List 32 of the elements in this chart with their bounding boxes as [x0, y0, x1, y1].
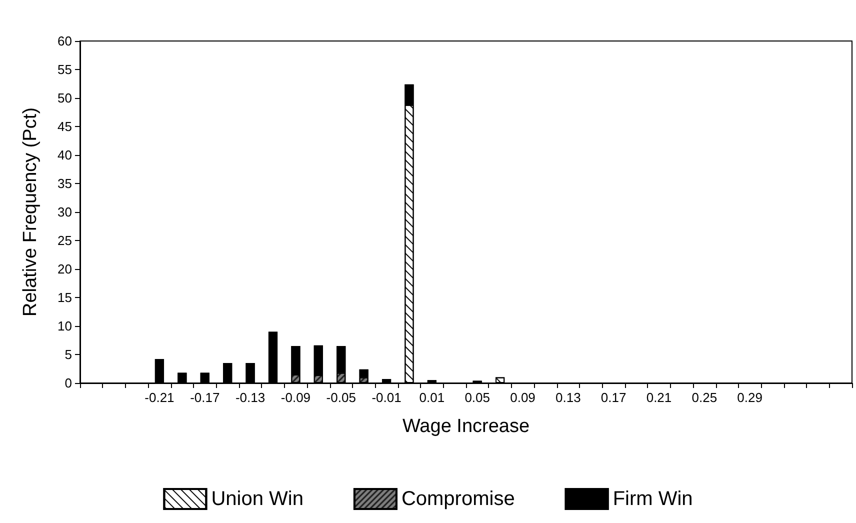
- x-tick-label: 0.05: [464, 390, 490, 405]
- y-tick-label: 35: [58, 176, 72, 191]
- y-tick-label: 10: [58, 318, 72, 334]
- y-tick-label: 25: [58, 233, 72, 248]
- x-tick-label: 0.01: [419, 390, 445, 405]
- y-tick-label: 20: [58, 262, 72, 276]
- x-tick-label: -0.13: [235, 390, 266, 405]
- x-tick-label: 0.21: [646, 390, 672, 405]
- x-tick-label: 0.09: [510, 390, 536, 405]
- x-tick-label: 0.17: [600, 390, 626, 405]
- legend-label: Firm Win: [612, 488, 693, 510]
- x-tick-label: 0.25: [692, 390, 718, 405]
- x-tick-label: -0.09: [280, 390, 311, 405]
- x-tick-label: 0.13: [556, 390, 581, 405]
- y-tick-label: 45: [58, 119, 72, 134]
- y-tick-label: 5: [64, 347, 72, 362]
- x-tick-label: 0.29: [737, 390, 762, 405]
- x-tick-label: -0.21: [144, 390, 174, 405]
- y-tick-label: 40: [58, 148, 72, 162]
- x-tick-label: -0.01: [372, 390, 402, 405]
- y-axis-title: Relative Frequency (Pct): [20, 107, 41, 317]
- y-tick-label: 60: [58, 34, 72, 48]
- y-tick-label: 50: [58, 90, 72, 106]
- x-tick-label: -0.05: [326, 390, 356, 405]
- legend-label: Union Win: [211, 488, 304, 510]
- y-tick-label: 55: [58, 62, 72, 77]
- y-tick-label: 0: [64, 376, 72, 390]
- legend-label: Compromise: [401, 488, 515, 510]
- x-axis-title: Wage Increase: [402, 416, 530, 437]
- y-tick-label: 15: [58, 290, 72, 305]
- x-tick-label: -0.17: [190, 390, 220, 405]
- y-tick-label: 30: [58, 204, 72, 220]
